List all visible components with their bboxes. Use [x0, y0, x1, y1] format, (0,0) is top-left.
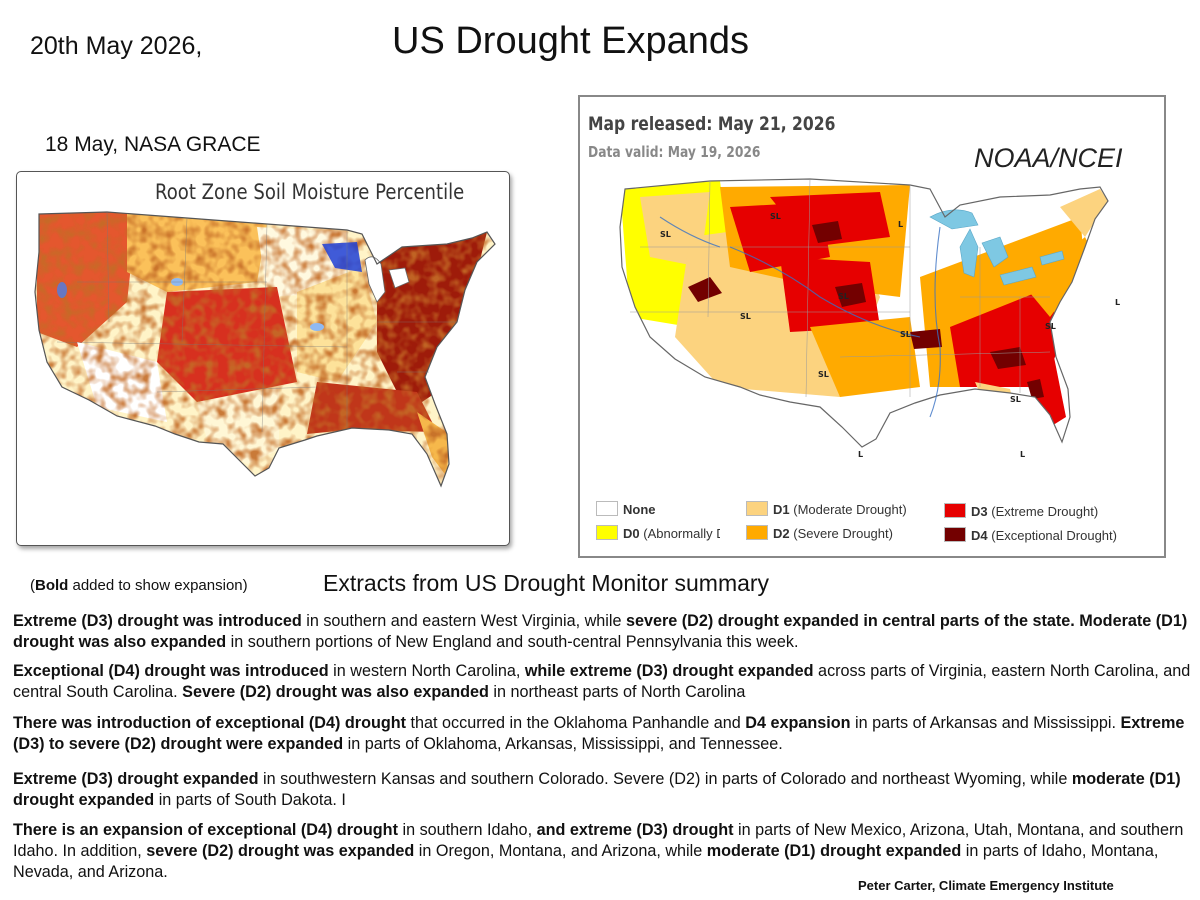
map-released-date: Map released: May 21, 2026	[588, 113, 836, 135]
legend-d0: D0 (Abnormally Dry)	[596, 525, 720, 541]
extract-bold-text: while extreme (D3) drought expanded	[524, 662, 814, 680]
extract-text: in parts of Idaho, Montana, Nevada, and …	[13, 842, 1159, 881]
extract-bold-text: Extreme (D3) drought was introduced	[13, 612, 302, 630]
grace-caption: 18 May, NASA GRACE	[45, 133, 261, 156]
extract-bold-text: and extreme (D3) drought	[536, 821, 734, 839]
legend-text: (Exceptional Drought)	[987, 528, 1117, 543]
extract-paragraph-1: Extreme (D3) drought was introduced in s…	[13, 611, 1193, 653]
extract-bold-text: Extreme (D3) to severe (D2) drought were…	[13, 714, 1185, 753]
extract-bold-text: moderate (D1) drought expanded	[13, 770, 1181, 809]
map-label: SL	[1045, 322, 1056, 331]
extract-bold-text: Exceptional (D4) drought was introduced	[13, 662, 329, 680]
extract-text: in parts of Arkansas and Mississippi.	[850, 714, 1121, 732]
grace-soil-moisture-map	[34, 211, 496, 488]
date-label: 20th May 2026,	[30, 32, 203, 60]
extract-paragraph-4: Extreme (D3) drought expanded in southwe…	[13, 769, 1193, 811]
extract-bold-text: D4 expansion	[745, 714, 851, 732]
map-label: SL	[660, 230, 671, 239]
map-label: SL	[900, 330, 911, 339]
author-credit: Peter Carter, Climate Emergency Institut…	[858, 878, 1114, 893]
map-label: SL	[770, 212, 781, 221]
legend-code: D2	[773, 526, 790, 541]
map-label: L	[1115, 298, 1120, 307]
extract-text: in southwestern Kansas and southern Colo…	[258, 770, 1072, 788]
data-valid-date: Data valid: May 19, 2026	[588, 143, 761, 161]
extract-text: in western North Carolina,	[328, 662, 525, 680]
extract-text: in northeast parts of North Carolina	[488, 683, 746, 701]
bold-note-bold: Bold	[35, 577, 69, 594]
extract-text: in parts of South Dakota. I	[154, 791, 346, 809]
legend-code: D0	[623, 526, 640, 541]
map-label: SL	[1010, 395, 1021, 404]
extracts-title: Extracts from US Drought Monitor summary	[323, 570, 770, 596]
extract-bold-text: There is an expansion of exceptional (D4…	[13, 821, 398, 839]
legend-text: None	[623, 502, 656, 517]
extract-text: in parts of Oklahoma, Arkansas, Mississi…	[343, 735, 783, 753]
extract-bold-text: Extreme (D3) drought expanded	[13, 770, 259, 788]
extract-text: across parts of Virginia, eastern North …	[13, 662, 1191, 701]
bold-note-rest: added to show expansion)	[68, 577, 248, 594]
page-title: US Drought Expands	[392, 20, 749, 62]
legend-text: (Extreme Drought)	[987, 504, 1099, 519]
legend-swatch-d2	[746, 525, 768, 540]
legend-none: None	[596, 501, 656, 517]
legend-swatch-d1	[746, 501, 768, 516]
map-label: SL	[740, 312, 751, 321]
extract-text: in southern portions of New England and …	[226, 633, 799, 651]
legend-swatch-d4	[944, 527, 966, 542]
legend-code: D3	[971, 504, 988, 519]
extract-bold-text: severe (D2) drought expanded in central …	[13, 612, 1188, 651]
map-label: L	[858, 450, 863, 459]
bold-note: (Bold added to show expansion)	[30, 577, 248, 594]
legend-d1: D1 (Moderate Drought)	[746, 501, 907, 517]
map-label: SL	[838, 292, 849, 301]
drought-monitor-map: SL SL SL SL SL SL SL SL L L L L	[619, 178, 1120, 459]
legend-code: D4	[971, 528, 988, 543]
extract-paragraph-3: There was introduction of exceptional (D…	[13, 713, 1193, 755]
bold-note-open: (	[30, 577, 35, 594]
grace-map-panel: Root Zone Soil Moisture Percentile	[16, 171, 510, 546]
legend-text: (Abnormally Dry)	[643, 526, 720, 541]
extract-bold-text: Severe (D2) drought was also expanded	[182, 683, 489, 701]
legend-d3: D3 (Extreme Drought)	[944, 503, 1098, 519]
noaa-drought-map-panel: Map released: May 21, 2026 Data valid: M…	[578, 95, 1166, 558]
map-source-label: NOAA/NCEI	[974, 143, 1123, 173]
legend-text: (Severe Drought)	[789, 526, 893, 541]
map-label: SL	[818, 370, 829, 379]
extract-bold-text: severe (D2) drought was expanded	[146, 842, 415, 860]
grace-map-title: Root Zone Soil Moisture Percentile	[155, 180, 465, 204]
extract-bold-text: moderate (D1) drought expanded	[706, 842, 962, 860]
extract-paragraph-5: There is an expansion of exceptional (D4…	[13, 820, 1193, 883]
legend-swatch-d0	[596, 525, 618, 540]
extract-text: in parts of New Mexico, Arizona, Utah, M…	[13, 821, 1184, 860]
extract-paragraph-2: Exceptional (D4) drought was introduced …	[13, 661, 1193, 703]
extract-text: in southern Idaho,	[397, 821, 537, 839]
extract-text: in Oregon, Montana, and Arizona, while	[414, 842, 707, 860]
extract-text: in southern and eastern West Virginia, w…	[301, 612, 626, 630]
legend-swatch-d3	[944, 503, 966, 518]
map-label: L	[898, 220, 903, 229]
map-label: L	[1020, 450, 1025, 459]
legend-d2: D2 (Severe Drought)	[746, 525, 893, 541]
legend-code: D1	[773, 502, 790, 517]
legend-swatch-none	[596, 501, 618, 516]
extract-bold-text: There was introduction of exceptional (D…	[13, 714, 407, 732]
legend-text: (Moderate Drought)	[789, 502, 907, 517]
extract-text: that occurred in the Oklahoma Panhandle …	[406, 714, 746, 732]
legend-d4: D4 (Exceptional Drought)	[944, 527, 1117, 543]
